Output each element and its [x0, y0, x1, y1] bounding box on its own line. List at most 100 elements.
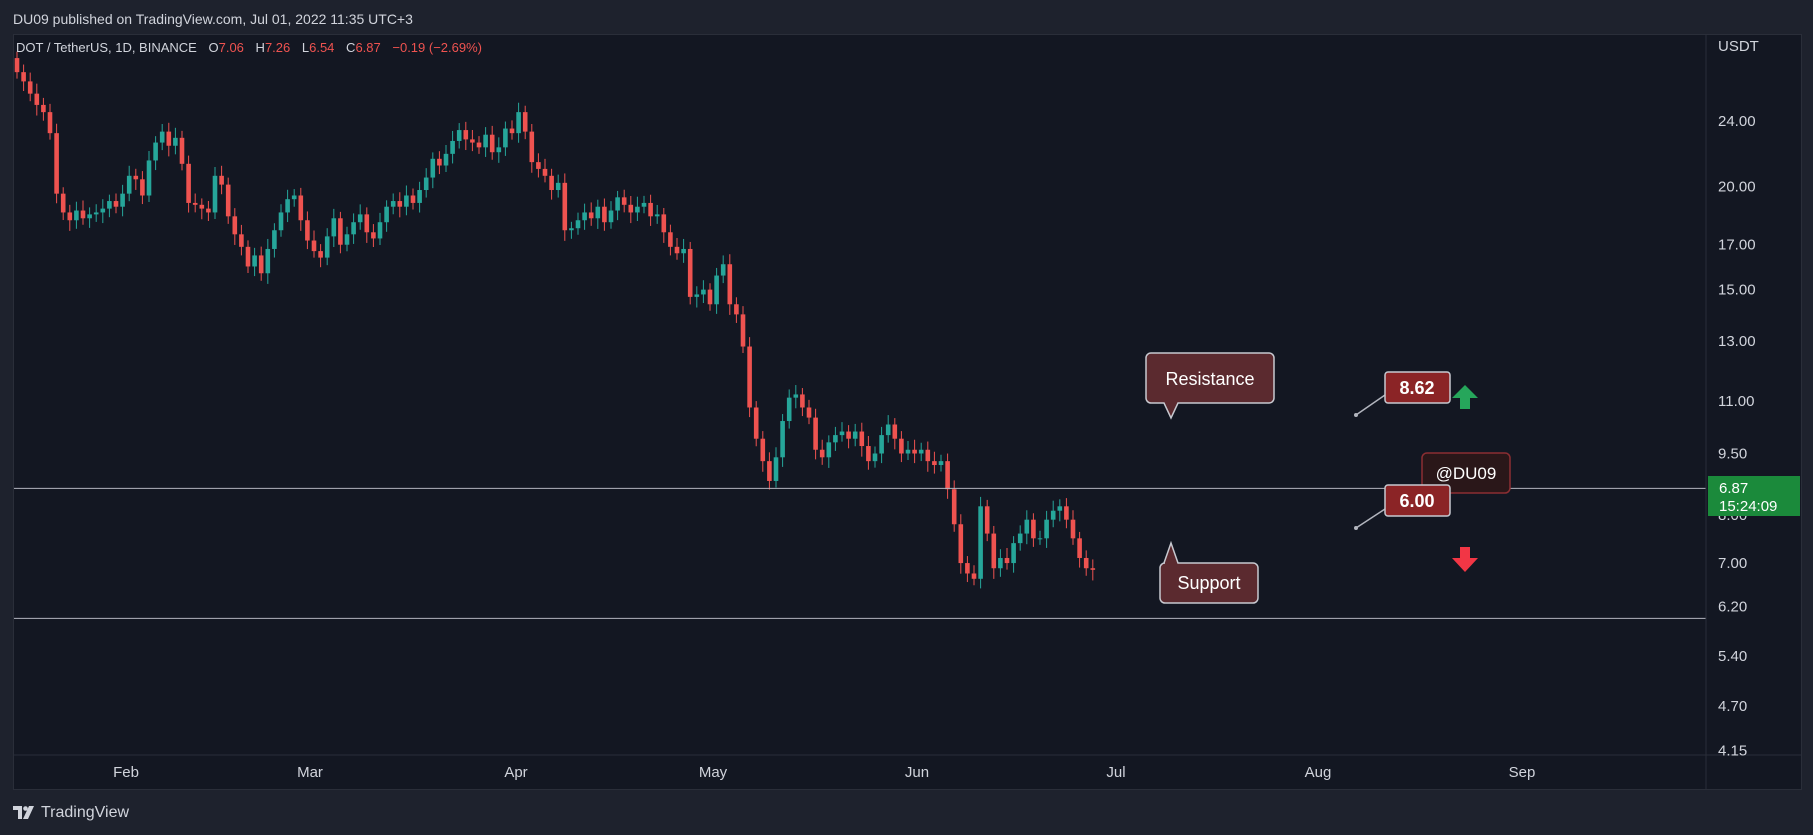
candle-25	[179, 130, 185, 171]
price-axis-ticks: 24.0020.0017.0015.0013.0011.009.508.007.…	[1718, 113, 1756, 760]
candle-145	[971, 565, 977, 586]
time-tick-2: Apr	[504, 764, 527, 781]
candle-111	[747, 337, 752, 418]
candle-60	[410, 188, 416, 210]
support-callout: Support	[1159, 540, 1259, 604]
last-price-value: 6.87	[1719, 480, 1748, 497]
candle-75	[509, 120, 515, 140]
candle-142	[951, 480, 957, 532]
candle-120	[806, 399, 812, 425]
candle-9	[74, 201, 79, 229]
candle-91	[615, 190, 620, 221]
candle-97	[654, 204, 660, 224]
candle-134	[899, 431, 904, 463]
candle-33	[232, 208, 238, 245]
candle-56	[384, 200, 389, 232]
candle-98	[661, 207, 667, 243]
time-tick-4: Jun	[905, 764, 929, 781]
candle-28	[199, 198, 205, 220]
time-tick-6: Aug	[1305, 764, 1332, 781]
candle-71	[483, 127, 488, 157]
price-chart[interactable]: DOT / TetherUS, 1D, BINANCE O7.06 H7.26 …	[14, 35, 1801, 789]
candle-113	[760, 431, 766, 472]
candle-151	[1011, 536, 1016, 573]
candle-121	[813, 408, 818, 460]
time-tick-3: May	[699, 764, 728, 781]
candle-157	[1050, 500, 1056, 528]
candle-160	[1070, 510, 1076, 545]
candle-141	[945, 453, 950, 499]
candle-43	[298, 187, 304, 231]
arrow-down-icon	[1452, 547, 1478, 572]
candle-26	[186, 155, 191, 213]
candle-39	[272, 223, 277, 258]
time-tick-5: Jul	[1106, 764, 1125, 781]
candle-161	[1077, 531, 1082, 568]
tradingview-logo[interactable]: TradingView	[13, 790, 129, 835]
candle-29	[206, 201, 211, 222]
candle-5	[47, 103, 53, 140]
candle-77	[522, 105, 528, 140]
candle-131	[879, 426, 884, 464]
candle-136	[912, 439, 917, 464]
candle-32	[225, 177, 231, 224]
support-price-tag: 6.00	[1354, 484, 1451, 530]
currency-label: USDT	[1718, 38, 1759, 55]
legend-c-label: C	[346, 40, 355, 55]
author-watermark: @DU09	[1421, 452, 1511, 494]
candle-110	[740, 306, 746, 354]
price-tick-4: 13.00	[1718, 333, 1756, 350]
candle-89	[602, 198, 607, 231]
candle-65	[443, 145, 449, 173]
price-tick-5: 11.00	[1718, 393, 1754, 410]
candle-86	[582, 203, 587, 230]
candle-23	[166, 122, 172, 157]
candle-128	[859, 422, 865, 457]
candle-38	[265, 238, 271, 284]
candle-3	[34, 83, 40, 116]
time-tick-1: Mar	[297, 764, 323, 781]
candle-76	[516, 102, 521, 143]
candle-21	[153, 136, 158, 171]
candle-47	[324, 228, 330, 266]
price-tick-3: 15.00	[1718, 282, 1756, 299]
chart-frame[interactable]: DOT / TetherUS, 1D, BINANCE O7.06 H7.26 …	[13, 34, 1802, 790]
candle-100	[674, 238, 680, 260]
publisher-header: DU09 published on TradingView.com, Jul 0…	[0, 0, 1813, 34]
candle-146	[978, 496, 983, 589]
support-tag-text: 6.00	[1399, 491, 1434, 511]
candle-94	[635, 196, 640, 222]
candle-73	[496, 137, 502, 163]
candle-81	[549, 168, 554, 200]
candle-104	[701, 280, 706, 304]
last-price-tag: 6.87 15:24:09	[1708, 476, 1800, 516]
candle-103	[694, 286, 700, 308]
legend-l-label: L	[302, 40, 309, 55]
candle-96	[648, 194, 653, 226]
price-tick-8: 7.00	[1718, 555, 1747, 572]
candle-129	[866, 436, 871, 470]
legend-o-value: 7.06	[219, 40, 244, 55]
candle-48	[331, 208, 337, 248]
candle-20	[146, 151, 152, 203]
tradingview-brand: TradingView	[41, 804, 130, 821]
candle-156	[1044, 510, 1049, 548]
candle-14	[107, 194, 112, 218]
candle-153	[1024, 510, 1030, 545]
support-callout-box	[1159, 540, 1259, 604]
candle-109	[734, 297, 739, 323]
legend-symbol: DOT / TetherUS, 1D, BINANCE O7.06 H7.26 …	[16, 40, 482, 55]
candle-148	[991, 525, 997, 579]
candle-154	[1031, 513, 1036, 547]
candle-116	[780, 414, 785, 467]
candle-11	[87, 207, 92, 228]
candle-40	[278, 204, 284, 237]
candle-159	[1064, 498, 1069, 529]
time-axis-ticks: Feb Mar Apr May Jun Jul Aug Sep	[113, 764, 1535, 781]
candle-108	[727, 254, 733, 315]
candle-138	[925, 441, 931, 472]
price-tick-2: 17.00	[1718, 237, 1756, 254]
candle-45	[311, 230, 317, 258]
price-tick-11: 4.70	[1718, 698, 1747, 715]
candle-35	[245, 240, 251, 273]
